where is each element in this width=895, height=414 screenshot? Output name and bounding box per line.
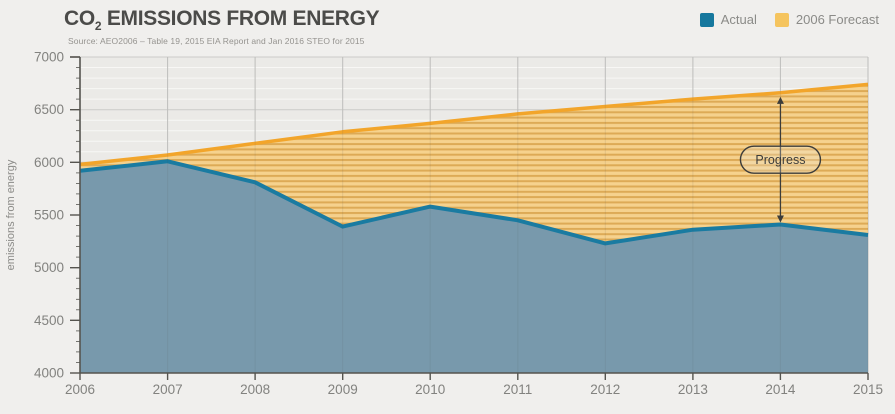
- y-axis-title: emissions from energy: [5, 159, 17, 270]
- y-tick-label: 4500: [34, 313, 64, 328]
- progress-pill[interactable]: [739, 145, 822, 174]
- legend-item-forecast[interactable]: 2006 Forecast: [774, 12, 879, 27]
- title-prefix: CO: [64, 7, 95, 30]
- y-axis-ticks: 4000 4500 5000 5500 6000 6500 7000: [34, 50, 80, 381]
- chart-header: CO2 EMISSIONS FROM ENERGY Source: AEO200…: [64, 6, 380, 46]
- y-tick-label: 7000: [34, 50, 64, 65]
- y-tick-label: 6000: [34, 155, 64, 170]
- x-tick-label: 2013: [678, 382, 708, 397]
- title-suffix: EMISSIONS FROM ENERGY: [101, 7, 380, 30]
- x-tick-label: 2011: [503, 382, 532, 397]
- x-tick-label: 2009: [328, 382, 358, 397]
- forecast-area: [80, 84, 868, 244]
- actual-swatch-icon: [699, 12, 714, 27]
- x-tick-label: 2010: [415, 382, 445, 397]
- x-tick-label: 2012: [590, 382, 620, 397]
- x-tick-label: 2008: [240, 382, 270, 397]
- progress-label: Progress: [755, 153, 805, 167]
- title-subscript: 2: [94, 19, 102, 34]
- legend: Actual 2006 Forecast: [699, 12, 879, 27]
- x-tick-label: 2007: [153, 382, 183, 397]
- x-tick-label: 2015: [853, 382, 883, 397]
- y-tick-label: 4000: [34, 366, 64, 381]
- legend-item-actual[interactable]: Actual: [699, 12, 757, 27]
- x-tick-label: 2014: [765, 382, 796, 397]
- actual-line: [79, 159, 869, 246]
- legend-label-forecast: 2006 Forecast: [795, 12, 879, 27]
- x-tick-label: 2006: [65, 382, 95, 397]
- legend-label-actual: Actual: [720, 12, 757, 27]
- y-tick-label: 5500: [34, 208, 64, 223]
- chart-title: CO2 EMISSIONS FROM ENERGY: [64, 6, 380, 34]
- x-axis-ticks: 2006 2007 2008 2009 2010 2011 2012 2013 …: [65, 373, 883, 397]
- progress-annotation: Progress: [739, 96, 822, 223]
- y-tick-label: 6500: [34, 102, 64, 117]
- y-tick-label: 5000: [34, 260, 64, 275]
- arrow-up-icon: [776, 96, 784, 104]
- forecast-swatch-icon: [774, 12, 789, 27]
- actual-area: [80, 161, 868, 373]
- chart-source: Source: AEO2006 – Table 19, 2015 EIA Rep…: [68, 35, 365, 46]
- forecast-line: [79, 82, 869, 167]
- arrow-down-icon: [776, 215, 784, 223]
